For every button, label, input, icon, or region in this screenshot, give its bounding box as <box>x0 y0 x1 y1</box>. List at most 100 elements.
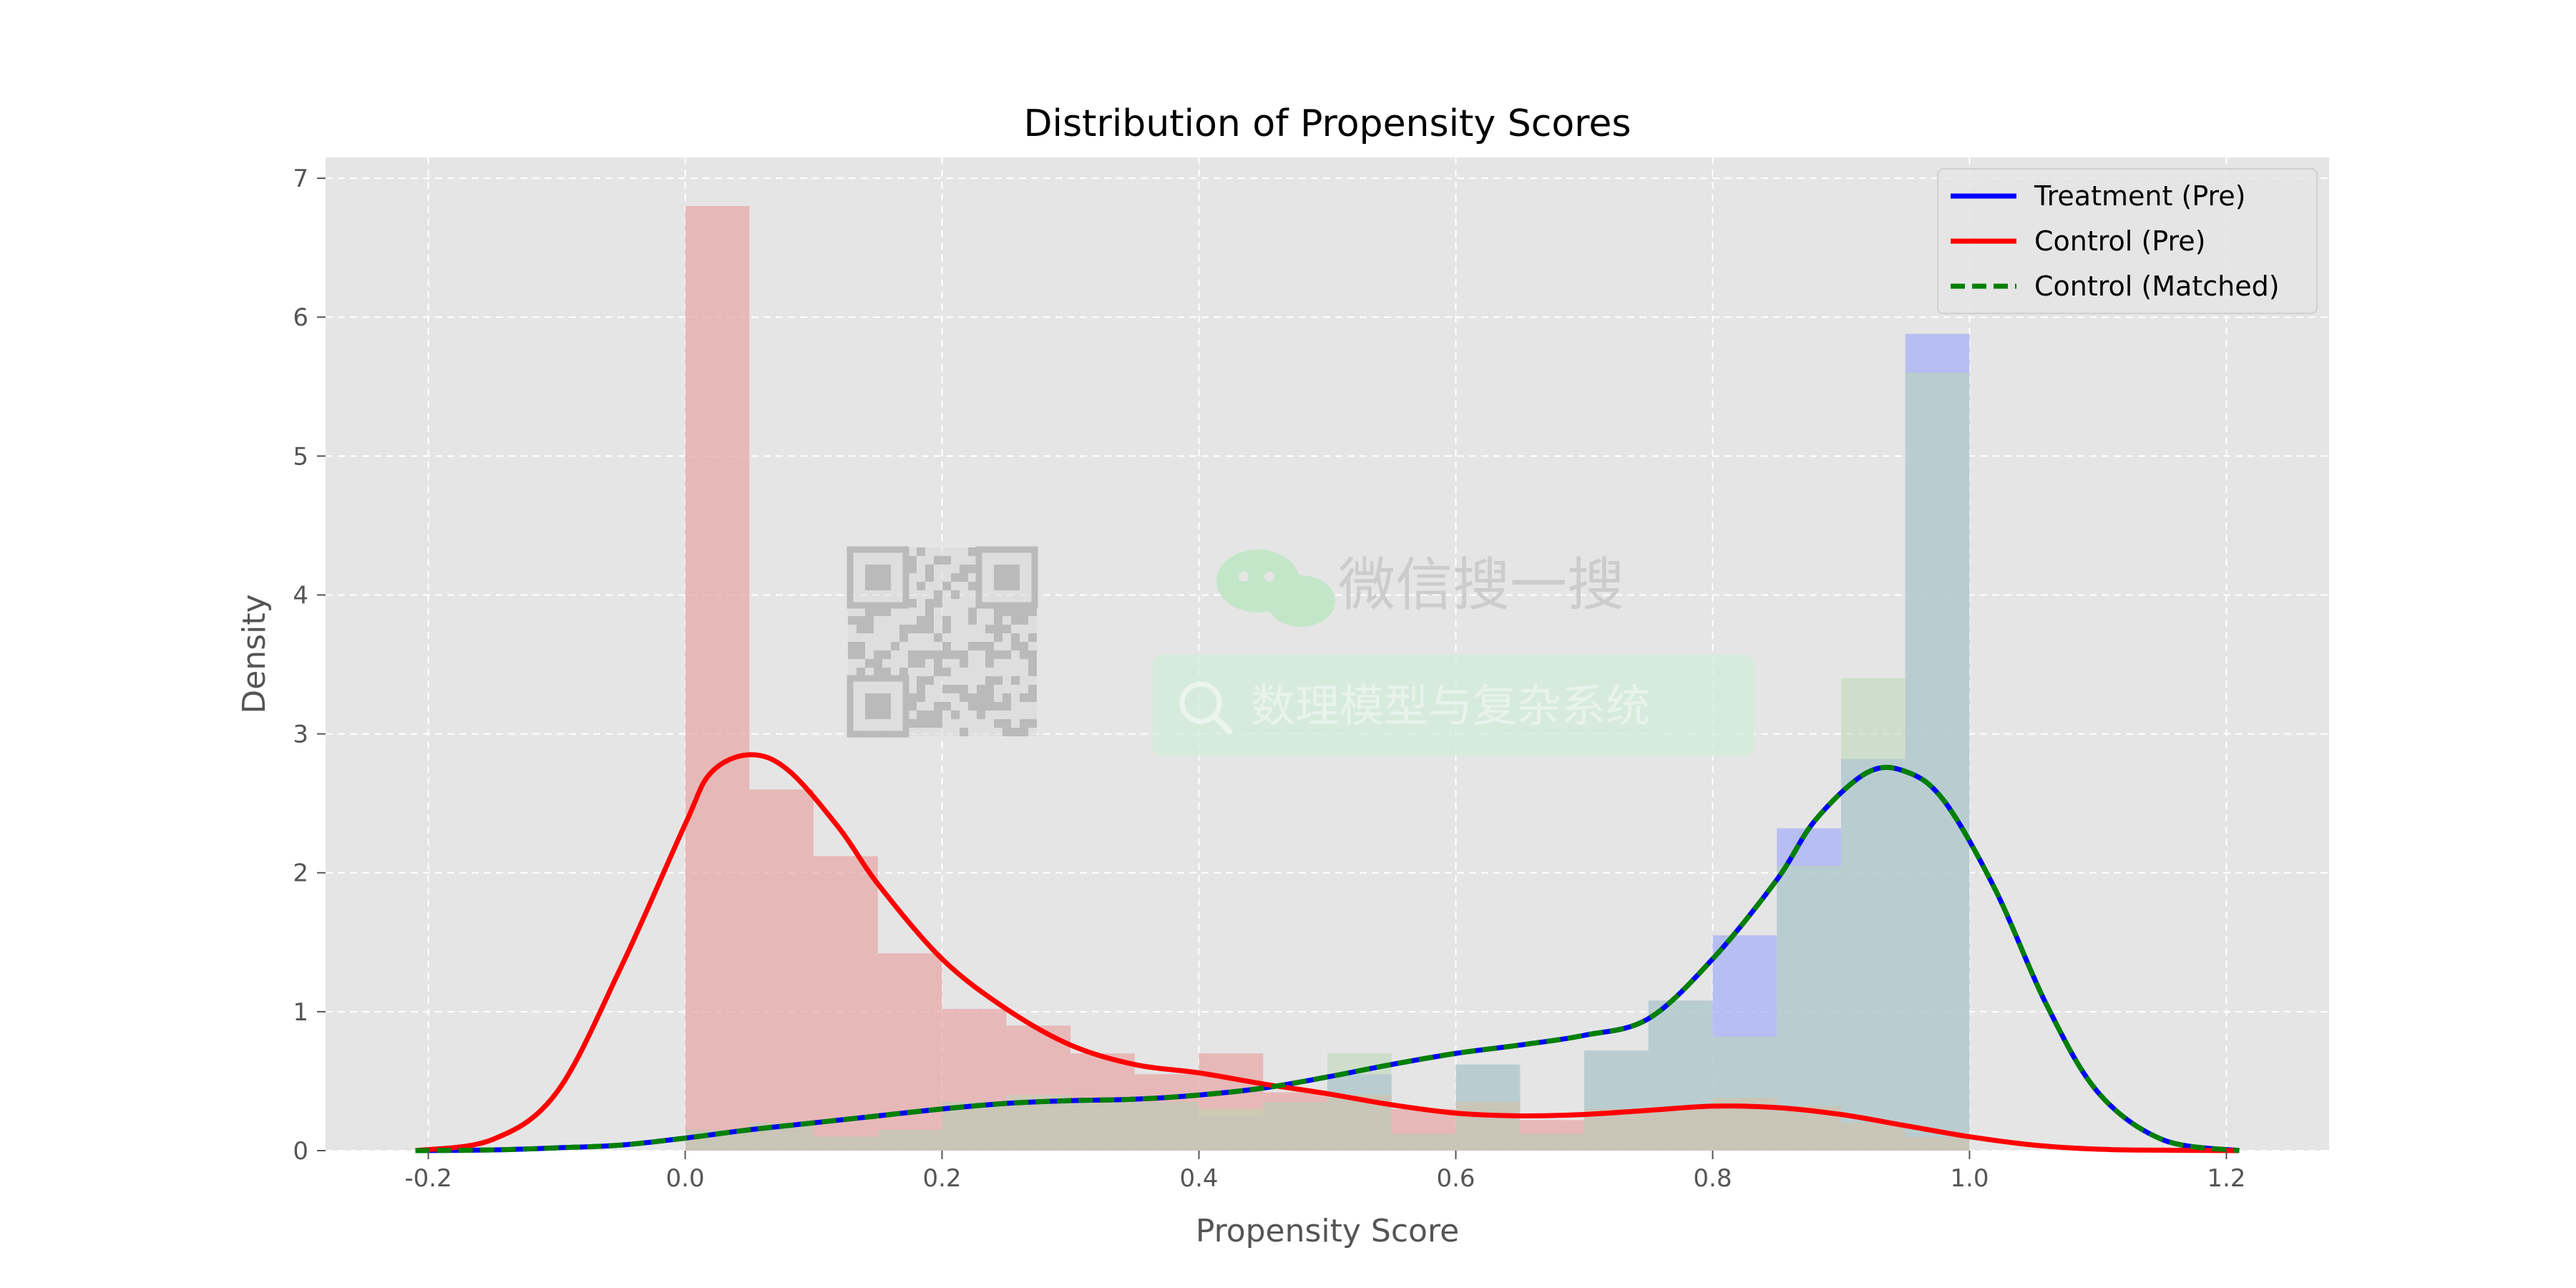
qr-cell <box>942 650 951 659</box>
hist-bar-2-6 <box>1070 1102 1135 1151</box>
qr-cell <box>908 599 917 608</box>
qr-cell <box>857 650 865 659</box>
qr-cell <box>925 625 934 633</box>
hist-bar-2-2 <box>814 1136 878 1151</box>
qr-cell <box>960 650 968 659</box>
hist-bar-2-3 <box>877 1129 942 1151</box>
qr-cell <box>874 650 882 659</box>
qr-cell <box>968 565 977 573</box>
qr-finder-0 <box>847 546 909 609</box>
qr-cell <box>908 650 917 659</box>
qr-cell <box>934 719 942 728</box>
qr-cell <box>925 565 934 573</box>
qr-cell <box>960 685 968 693</box>
qr-cell <box>1020 719 1028 728</box>
qr-cell <box>925 599 934 608</box>
kde-line-1 <box>415 752 2240 1153</box>
qr-cell <box>865 659 874 668</box>
x-axis-label: Propensity Score <box>1196 1213 1459 1249</box>
legend-label-2: Control (Matched) <box>2034 270 2280 302</box>
qr-cell <box>848 642 857 650</box>
qr-cell <box>1020 650 1028 659</box>
qr-cell <box>917 547 925 556</box>
hist-bar-2-12 <box>1455 1064 1521 1151</box>
qr-cell <box>1028 693 1037 702</box>
qr-cell <box>1028 685 1037 693</box>
y-tick-label-0: 0 <box>293 1137 308 1166</box>
qr-cell <box>865 625 874 633</box>
qr-cell <box>1002 650 1011 659</box>
qr-cell <box>942 616 951 625</box>
legend-label-0: Treatment (Pre) <box>2034 180 2246 212</box>
qr-cell <box>1002 702 1011 711</box>
hist-bar-2-15 <box>1648 1000 1713 1151</box>
qr-finder-1 <box>975 546 1038 609</box>
qr-cell <box>951 650 960 659</box>
y-tick-label-2: 2 <box>293 859 308 888</box>
qr-cell <box>848 616 857 625</box>
qr-finder-core-1 <box>994 565 1020 590</box>
qr-cell <box>1011 642 1020 650</box>
qr-cell <box>1011 728 1020 736</box>
qr-cell <box>934 590 942 599</box>
qr-cell <box>1011 676 1020 685</box>
qr-cell <box>1020 616 1028 625</box>
qr-cell <box>985 702 994 711</box>
x-tick-label-3: 0.4 <box>1179 1164 1218 1193</box>
qr-cell <box>977 642 985 650</box>
qr-cell <box>985 625 994 633</box>
hist-bar-2-7 <box>1134 1102 1199 1151</box>
hist-bar-2-18 <box>1840 678 1906 1151</box>
qr-cell <box>977 702 985 711</box>
plot-background <box>326 157 2329 1151</box>
qr-cell <box>934 711 942 719</box>
qr-cell <box>968 702 977 711</box>
qr-cell <box>1028 668 1037 676</box>
qr-cell <box>891 642 899 650</box>
qr-cell <box>1020 728 1028 736</box>
chart-title: Distribution of Propensity Scores <box>1024 102 1631 145</box>
qr-cell <box>865 616 874 625</box>
qr-cell <box>908 625 917 633</box>
qr-cell <box>908 659 917 668</box>
qr-finder-core-2 <box>865 693 891 719</box>
qr-cell <box>942 625 951 633</box>
qr-cell <box>925 650 934 659</box>
qr-cell <box>951 685 960 693</box>
qr-cell <box>960 565 968 573</box>
x-tick-label-0: -0.2 <box>404 1164 452 1193</box>
hist-bar-2-9 <box>1263 1102 1327 1151</box>
legend-box <box>1937 168 2318 314</box>
qr-cell <box>1011 633 1020 642</box>
qr-cell <box>994 616 1002 625</box>
qr-cell <box>1028 633 1037 642</box>
qr-cell <box>1002 728 1011 736</box>
legend: Treatment (Pre) Control (Pre) Control (Mat… <box>1937 168 2318 314</box>
qr-cell <box>899 625 908 633</box>
qr-cell <box>925 616 934 625</box>
x-tick-label-7: 1.2 <box>2207 1164 2245 1193</box>
qr-cell <box>934 668 942 676</box>
qr-cell <box>882 650 891 659</box>
y-tick-label-1: 1 <box>293 998 308 1027</box>
qr-cell <box>985 693 994 702</box>
qr-cell <box>985 676 994 685</box>
y-axis-label: Density <box>236 594 273 713</box>
legend-label-1: Control (Pre) <box>2034 225 2206 257</box>
x-tick-label-1: 0.0 <box>666 1164 705 1193</box>
qr-cell <box>925 719 934 728</box>
qr-code-icon <box>847 546 1038 738</box>
qr-cell <box>942 582 951 590</box>
hist-bar-2-19 <box>1905 372 1970 1151</box>
qr-cell <box>934 650 942 659</box>
qr-cell <box>994 625 1002 633</box>
qr-cell <box>985 642 994 650</box>
qr-cell <box>925 573 934 582</box>
qr-cell <box>968 616 977 625</box>
qr-cell <box>985 685 994 693</box>
qr-cell <box>882 608 891 616</box>
qr-cell <box>951 711 960 719</box>
qr-cell <box>1011 616 1020 625</box>
qr-cell <box>1020 608 1028 616</box>
